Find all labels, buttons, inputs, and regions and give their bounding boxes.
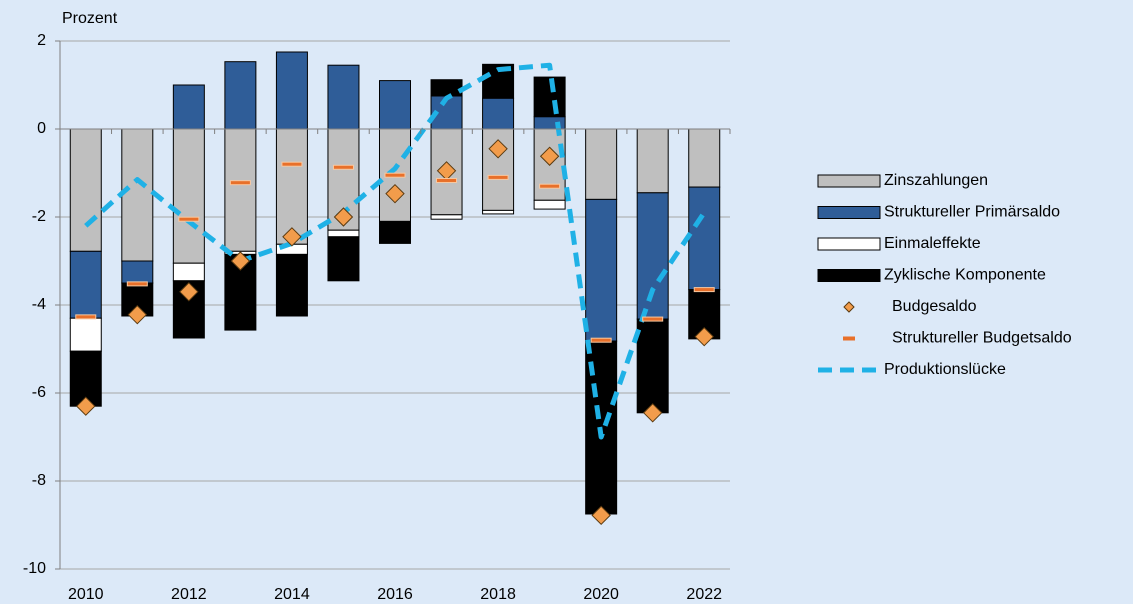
y-tick-label: -8 <box>32 472 46 489</box>
x-tick-label: 2016 <box>377 586 413 603</box>
dash-marker <box>384 172 406 178</box>
bar-segment <box>121 128 154 262</box>
bar-segment <box>275 51 308 130</box>
dash-marker <box>487 174 509 180</box>
legend-label: Zyklische Komponente <box>884 267 1046 284</box>
y-tick-label: 2 <box>37 32 46 49</box>
bar-segment <box>121 260 154 284</box>
dash-marker <box>642 316 664 322</box>
dash-marker <box>539 183 561 189</box>
bar-segment <box>533 199 566 210</box>
dash-marker <box>75 314 97 320</box>
bar-segment <box>327 229 360 238</box>
legend-label: Zinszahlungen <box>884 172 988 189</box>
dash-marker <box>590 337 612 343</box>
bar-segment <box>430 79 463 97</box>
bar-segment <box>172 280 205 339</box>
legend-swatch <box>843 301 855 313</box>
diamond-marker <box>385 183 405 204</box>
bar-segment <box>688 186 721 291</box>
bar-segment <box>224 128 257 252</box>
diamond-marker <box>642 403 663 423</box>
legend-swatch <box>817 237 881 251</box>
x-tick-label: 2010 <box>68 586 104 603</box>
x-tick-label: 2020 <box>583 586 619 603</box>
legend-swatch <box>817 206 881 219</box>
y-tick-label: -2 <box>32 208 46 225</box>
bar-segment <box>636 192 669 320</box>
diamond-marker <box>127 304 148 325</box>
legend-label: Produktionslücke <box>884 361 1006 378</box>
y-tick-label: 0 <box>37 120 46 137</box>
legend-swatch <box>817 269 881 282</box>
bar-segment <box>379 220 411 244</box>
legend-label: Budgesaldo <box>892 298 977 315</box>
bar-segment <box>430 214 463 220</box>
diamond-marker <box>230 251 251 271</box>
dash-marker <box>436 177 458 183</box>
bar-segment <box>172 128 205 264</box>
bar-segment <box>327 64 360 130</box>
diamond-marker <box>179 282 199 302</box>
legend-label: Struktureller Primärsaldo <box>884 204 1060 221</box>
y-tick-label: -4 <box>32 296 46 313</box>
diamond-marker <box>333 207 354 227</box>
diamond-marker <box>76 396 96 416</box>
legend-swatch <box>817 174 881 188</box>
bar-segment <box>482 97 515 130</box>
bar-segment <box>172 262 205 282</box>
diamond-marker <box>539 146 560 166</box>
bar-segment <box>275 253 308 317</box>
legend-label: Struktureller Budgetsaldo <box>892 330 1072 347</box>
diamond-marker <box>694 326 714 347</box>
bar-segment <box>275 128 308 245</box>
bar-segment <box>636 318 669 414</box>
legend-label: Einmaleffekte <box>884 235 981 252</box>
x-tick-label: 2014 <box>274 586 310 603</box>
diamond-marker <box>282 227 302 247</box>
bar-segment <box>482 209 515 215</box>
diamond-marker <box>488 139 508 159</box>
bar-segment <box>636 128 669 194</box>
bar-segment <box>585 128 618 200</box>
x-tick-label: 2018 <box>480 586 516 603</box>
bar-segment <box>69 250 102 319</box>
bar-segment <box>327 236 360 282</box>
bar-segment <box>69 128 102 252</box>
y-tick-label: -6 <box>32 384 46 401</box>
y-axis-label: Prozent <box>62 10 118 27</box>
bar-segment <box>69 317 102 352</box>
bar-segment <box>224 61 257 130</box>
bar-segment <box>585 198 618 342</box>
dash-marker <box>178 216 200 222</box>
dash-marker <box>332 164 354 170</box>
dash-marker <box>693 287 715 293</box>
bar-segment <box>379 80 411 130</box>
legend-swatch <box>843 336 855 341</box>
dash-marker <box>126 281 148 287</box>
x-tick-label: 2012 <box>171 586 207 603</box>
y-tick-label: -10 <box>23 560 46 577</box>
bar-segment <box>533 76 566 118</box>
x-tick-label: 2022 <box>686 586 722 603</box>
dash-marker <box>281 161 303 167</box>
bar-segment <box>172 84 205 130</box>
bar-segment <box>688 128 721 188</box>
diamond-marker <box>591 505 611 526</box>
dash-marker <box>229 180 251 186</box>
